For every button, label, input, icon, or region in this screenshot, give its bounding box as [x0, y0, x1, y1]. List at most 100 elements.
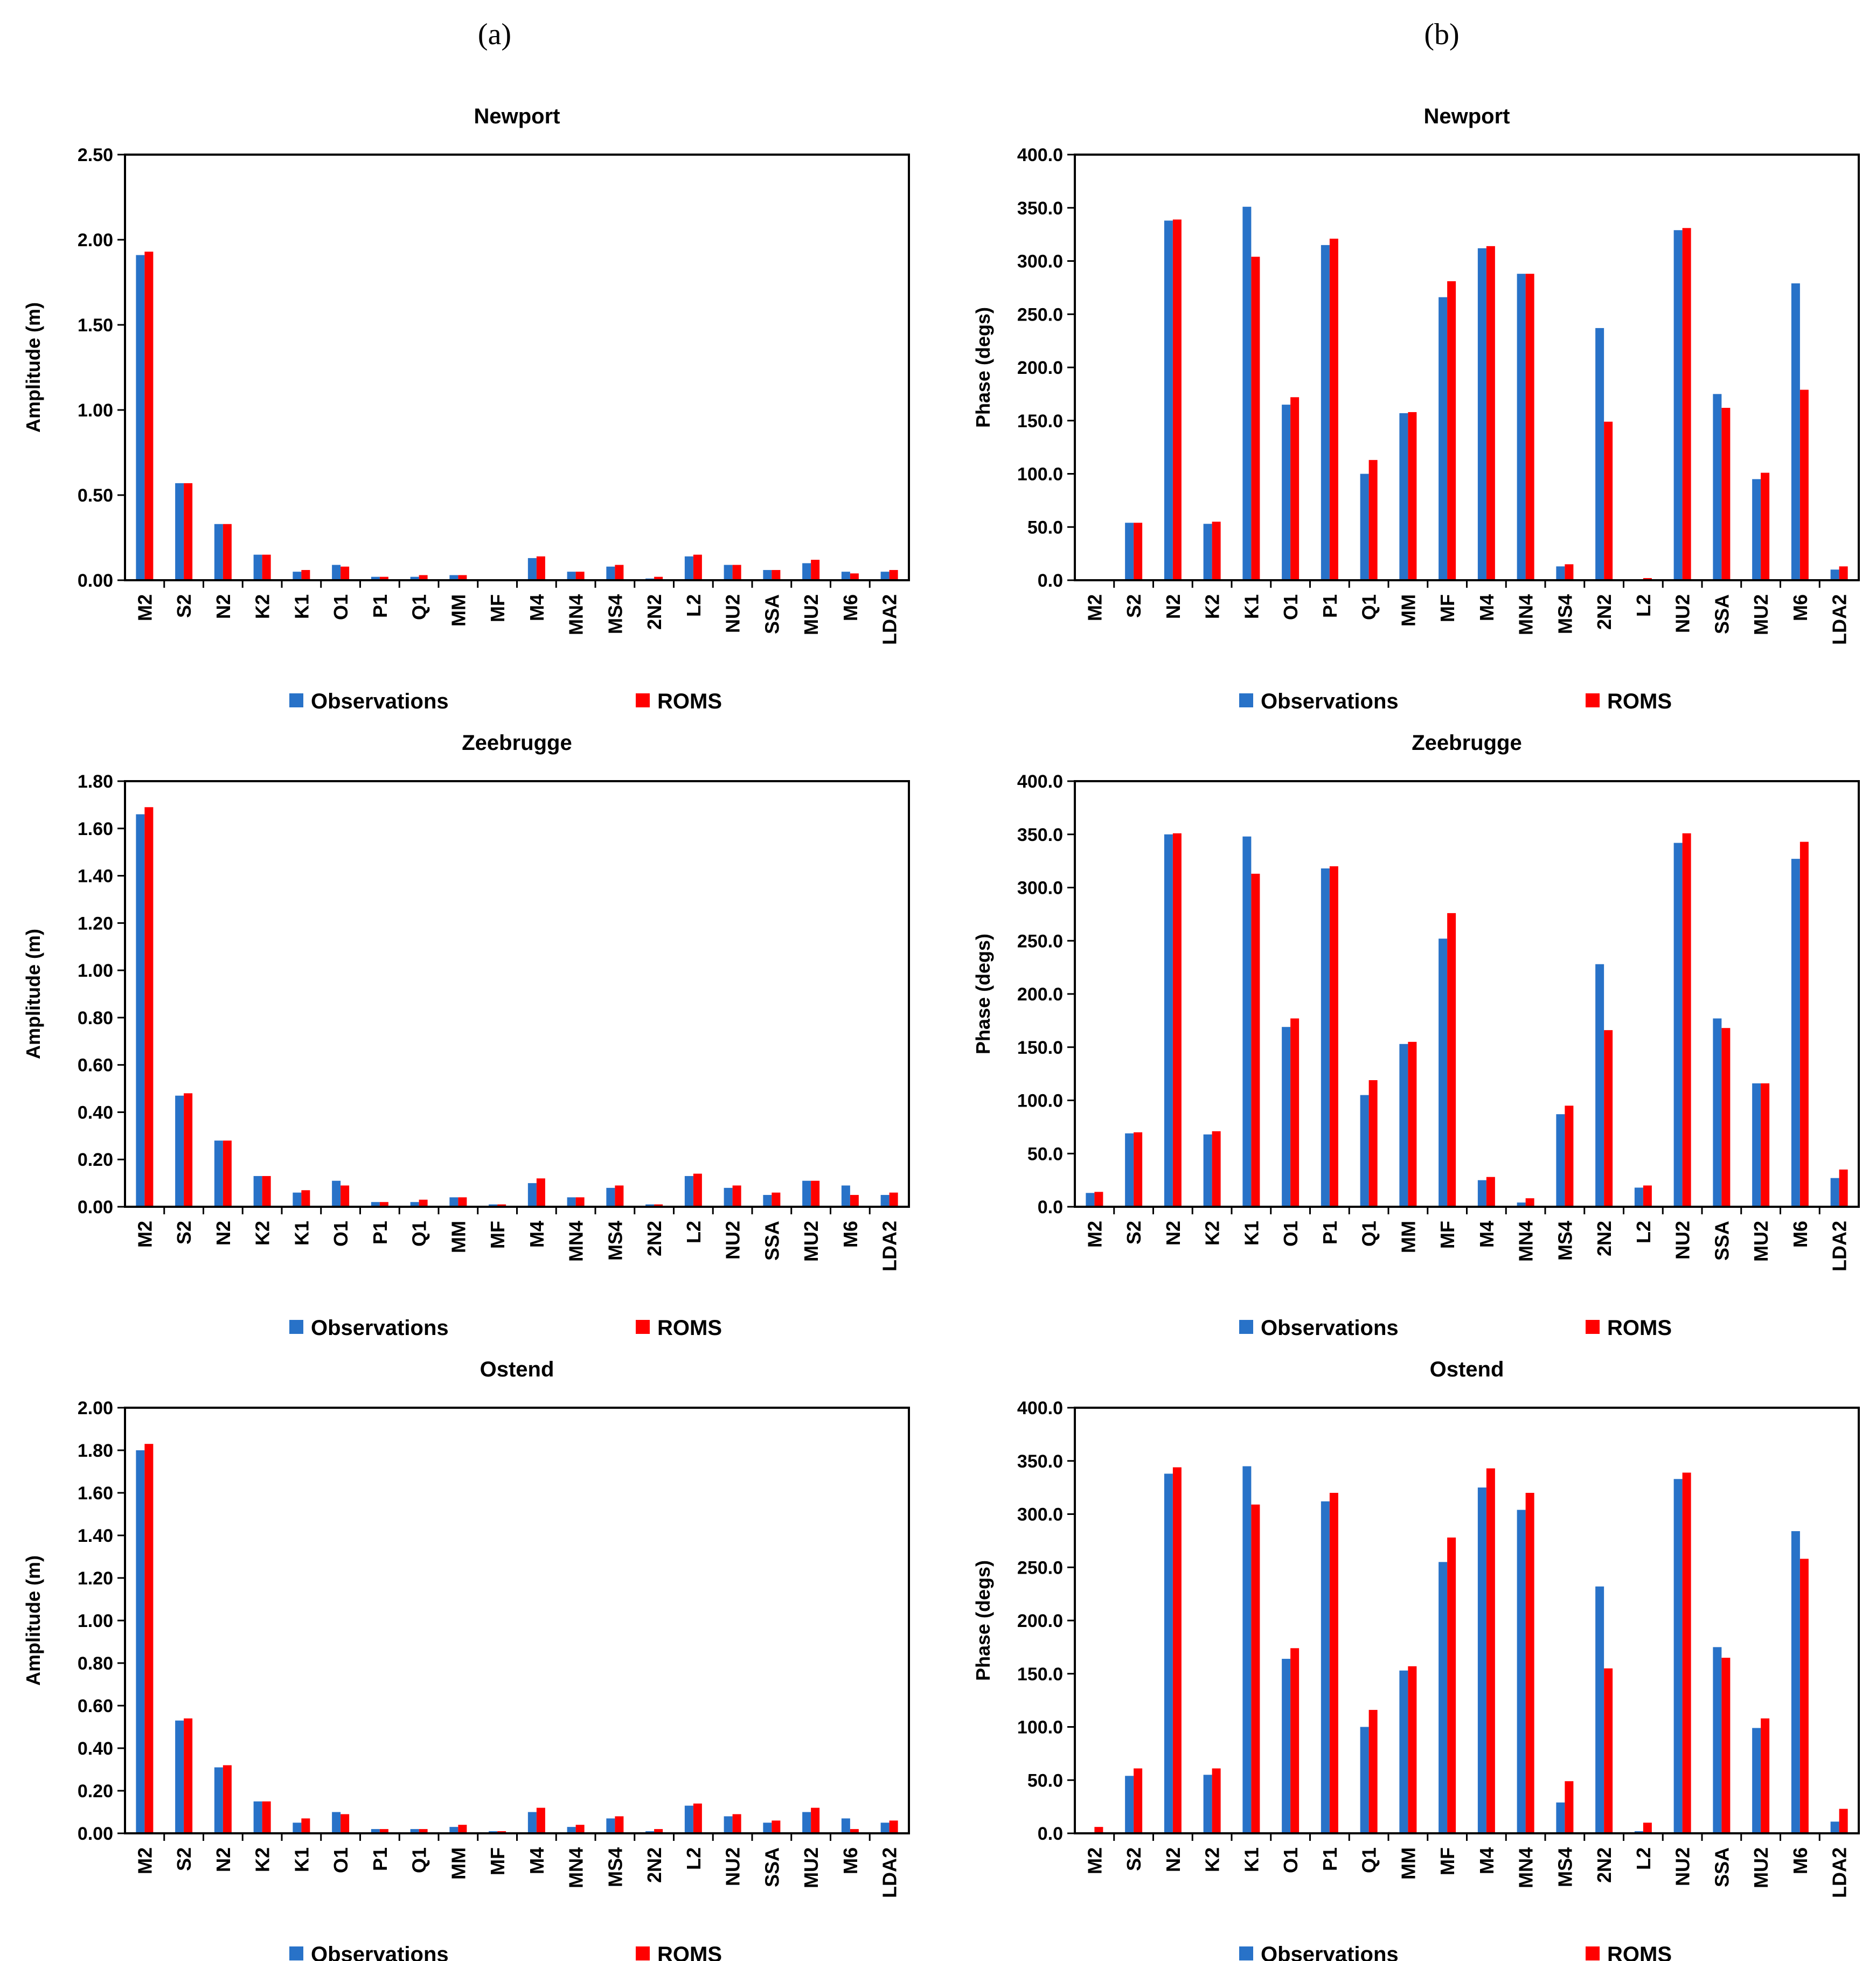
bar-observations-mm [449, 1197, 458, 1207]
x-tick-label: MU2 [1750, 1221, 1772, 1262]
bar-roms-n2 [1172, 1467, 1182, 1833]
y-tick-label: 2.50 [78, 145, 113, 165]
bar-observations-ms4 [606, 1187, 615, 1207]
bar-observations-q1 [1360, 1095, 1369, 1207]
legend-swatch-roms [636, 693, 650, 707]
x-tick-label: O1 [330, 1847, 352, 1873]
bar-roms-mn4 [1525, 1198, 1534, 1207]
bar-roms-mf [1447, 1537, 1456, 1833]
bar-observations-k2 [253, 1801, 262, 1833]
bar-roms-n2 [223, 1765, 232, 1833]
bar-roms-p1 [379, 1829, 388, 1833]
bar-observations-o1 [332, 1812, 341, 1833]
bar-observations-n2 [1164, 1473, 1173, 1833]
bar-roms-mm [1408, 1041, 1417, 1207]
x-tick-label: K1 [1240, 1221, 1262, 1246]
x-tick-label: Q1 [408, 594, 430, 620]
x-tick-label: MU2 [1750, 1847, 1772, 1888]
legend-swatch-observations [289, 1320, 303, 1334]
y-tick-label: 150.0 [1017, 411, 1063, 432]
x-tick-label: S2 [1123, 594, 1145, 618]
bar-observations-ms4 [1556, 1114, 1565, 1207]
x-tick-label: K1 [290, 594, 312, 619]
bar-roms-p1 [1329, 1493, 1338, 1833]
x-tick-label: S2 [1123, 1221, 1145, 1244]
bar-observations-k2 [1203, 1775, 1212, 1833]
bar-observations-mm [1399, 413, 1408, 580]
y-tick-label: 300.0 [1017, 878, 1063, 899]
bar-roms-s2 [184, 483, 193, 580]
y-tick-label: 0.80 [78, 1653, 113, 1674]
y-tick-label: 1.40 [78, 1526, 113, 1546]
bar-observations-m2 [136, 255, 145, 580]
y-tick-label: 1.00 [78, 400, 113, 421]
x-tick-label: 2N2 [643, 1847, 665, 1883]
bar-roms-mf [1447, 913, 1456, 1207]
bar-roms-nu2 [732, 1185, 741, 1207]
x-tick-label: M4 [1476, 1847, 1498, 1874]
bar-observations-k2 [1203, 524, 1212, 580]
chart-title: Newport [474, 105, 560, 128]
bar-roms-l2 [693, 1173, 702, 1207]
bar-observations-m6 [1791, 859, 1800, 1207]
bar-observations-lda2 [1830, 1821, 1839, 1833]
y-tick-label: 0.60 [78, 1696, 113, 1716]
bar-roms-mm [458, 1197, 467, 1207]
bar-observations-mn4 [1517, 1510, 1526, 1833]
bar-roms-k2 [262, 1801, 271, 1833]
x-tick-label: M2 [134, 594, 156, 621]
bar-roms-m2 [144, 1444, 154, 1833]
x-tick-label: M2 [134, 1221, 156, 1248]
plot-area-frame [1074, 154, 1860, 581]
bar-roms-s2 [184, 1718, 193, 1833]
bar-observations-ssa [1713, 1018, 1722, 1207]
y-tick-label: 350.0 [1017, 1451, 1063, 1472]
x-tick-label: MU2 [800, 1221, 822, 1262]
bar-observations-k1 [293, 1823, 302, 1833]
bar-roms-q1 [1368, 1709, 1378, 1833]
legend-swatch-observations [289, 1946, 303, 1960]
x-tick-label: S2 [173, 594, 195, 618]
bar-observations-k2 [253, 1176, 262, 1207]
x-tick-label: M2 [1083, 1847, 1106, 1874]
chart-b-ostend: Ostend Phase (degs) 0.0 50.0 100.0 150.0 200.0… [972, 1358, 1860, 1961]
bar-roms-m6 [850, 573, 859, 580]
chart-title: Zeebrugge [462, 731, 572, 755]
x-tick-label: P1 [369, 1847, 391, 1871]
bar-observations-ms4 [1556, 1802, 1565, 1833]
bar-observations-s2 [175, 483, 184, 580]
bar-observations-ssa [763, 1195, 772, 1207]
bar-roms-2n2 [1604, 1030, 1613, 1207]
x-tick-label: MS4 [604, 1221, 626, 1261]
bar-observations-m2 [136, 814, 145, 1207]
bar-observations-m6 [841, 1818, 850, 1833]
bar-observations-ssa [763, 1823, 772, 1833]
bar-observations-k1 [1242, 206, 1252, 580]
bar-observations-nu2 [1673, 1479, 1683, 1833]
x-tick-label: NU2 [722, 594, 744, 633]
bar-observations-2n2 [645, 1204, 655, 1207]
bar-observations-p1 [1321, 868, 1330, 1207]
bar-roms-m2 [1094, 1192, 1103, 1207]
x-tick-label: MN4 [565, 1847, 587, 1888]
panel-label-b: (b) [1424, 18, 1459, 51]
bar-observations-o1 [1282, 405, 1291, 580]
bar-roms-mu2 [811, 560, 820, 580]
bar-observations-m4 [1477, 1487, 1486, 1833]
bar-roms-nu2 [732, 565, 741, 580]
bar-observations-ms4 [1556, 566, 1565, 580]
bar-roms-ms4 [615, 1816, 624, 1833]
y-tick-label: 0.80 [78, 1008, 113, 1028]
bar-observations-k2 [1203, 1134, 1212, 1207]
bar-observations-mf [1439, 1562, 1448, 1833]
y-tick-label: 50.0 [1027, 1144, 1063, 1164]
x-tick-label: N2 [212, 1221, 234, 1246]
bar-observations-k1 [293, 572, 302, 580]
bar-observations-p1 [371, 1829, 380, 1833]
bar-observations-q1 [410, 1829, 419, 1833]
bar-roms-m4 [536, 1807, 545, 1833]
bar-roms-ms4 [1565, 564, 1574, 580]
y-tick-label: 1.80 [78, 771, 113, 792]
bar-roms-mf [1447, 281, 1456, 580]
x-tick-label: SSA [761, 1221, 783, 1261]
